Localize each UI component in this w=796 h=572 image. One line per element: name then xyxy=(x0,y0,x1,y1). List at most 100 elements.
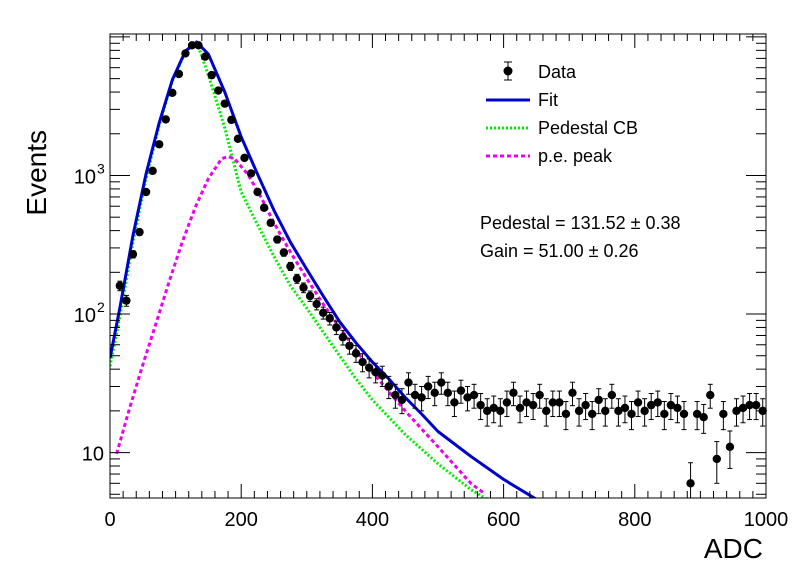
data-point xyxy=(364,358,374,379)
x-axis-title: ADC xyxy=(704,533,763,564)
x-tick-label: 800 xyxy=(618,509,651,531)
data-point xyxy=(679,401,689,431)
legend-label-fit: Fit xyxy=(538,90,558,110)
legend: Data Fit Pedestal CB p.e. peak xyxy=(486,61,638,166)
data-point xyxy=(155,140,164,149)
data-point xyxy=(574,398,584,427)
data-point xyxy=(620,395,630,424)
data-point xyxy=(535,383,544,409)
legend-label-pe: p.e. peak xyxy=(538,146,613,166)
data-point xyxy=(483,398,492,427)
data-point xyxy=(312,298,321,311)
data-point xyxy=(128,250,138,259)
data-point xyxy=(633,390,643,418)
y-tick-label: 10 xyxy=(74,166,96,188)
series-line-fit xyxy=(110,40,538,498)
data-point xyxy=(174,69,184,79)
data-point xyxy=(443,381,453,407)
x-tick-label: 600 xyxy=(487,509,520,531)
x-tick-label: 0 xyxy=(104,509,115,531)
data-point xyxy=(286,261,295,272)
data-point xyxy=(417,385,426,412)
data-point xyxy=(502,390,512,418)
data-point xyxy=(430,381,439,407)
data-point xyxy=(745,393,754,421)
data-point xyxy=(404,372,413,395)
data-point xyxy=(437,372,446,395)
data-point xyxy=(496,398,505,427)
data-point xyxy=(325,311,334,326)
data-point xyxy=(200,52,210,61)
legend-label-pedestal: Pedestal CB xyxy=(538,118,638,138)
gain-annotation: Gain = 51.00 ± 0.26 xyxy=(480,241,639,261)
data-point xyxy=(181,49,190,58)
data-point xyxy=(299,282,308,294)
data-point xyxy=(555,390,564,418)
data-point xyxy=(476,393,485,421)
data-point xyxy=(469,383,479,409)
data-point xyxy=(391,383,400,409)
data-point xyxy=(601,398,610,427)
y-tick-exponent: 2 xyxy=(97,299,105,315)
data-point xyxy=(528,393,538,421)
data-point xyxy=(253,187,262,197)
legend-label-data: Data xyxy=(538,62,577,82)
data-point xyxy=(220,99,229,108)
data-point xyxy=(751,393,761,421)
x-tick-label: 200 xyxy=(225,509,258,531)
data-point xyxy=(732,398,741,427)
pedestal-annotation: Pedestal = 131.52 ± 0.38 xyxy=(480,213,681,233)
data-point xyxy=(423,375,433,400)
data-point xyxy=(719,401,728,431)
data-point xyxy=(141,187,151,197)
data-point xyxy=(699,403,708,434)
data-point xyxy=(207,70,216,80)
data-point xyxy=(351,345,361,363)
data-point xyxy=(614,398,623,427)
data-point xyxy=(450,390,459,418)
y-tick-exponent: 3 xyxy=(97,160,105,176)
data-point xyxy=(515,395,525,424)
data-point xyxy=(227,115,236,125)
data-point xyxy=(607,383,617,409)
data-point xyxy=(384,375,393,400)
y-tick-label: 10 xyxy=(82,444,104,466)
x-tick-label: 1000 xyxy=(744,509,789,531)
data-point xyxy=(115,280,125,292)
y-axis-title: Events xyxy=(21,130,52,216)
data-point xyxy=(259,203,269,212)
data-point xyxy=(187,41,197,50)
data-point xyxy=(548,390,557,418)
data-point xyxy=(397,388,407,415)
data-point xyxy=(122,294,131,307)
data-point xyxy=(266,218,275,228)
data-point xyxy=(168,88,177,98)
data-point xyxy=(135,227,144,237)
data-point xyxy=(666,393,676,421)
data-point xyxy=(568,381,577,407)
data-point xyxy=(647,393,656,421)
data-point xyxy=(246,169,256,178)
data-point xyxy=(148,166,157,176)
data-point xyxy=(463,385,472,412)
data-point xyxy=(627,401,636,431)
data-point xyxy=(292,273,302,284)
y-tick-label: 10 xyxy=(74,305,96,327)
data-point xyxy=(660,401,669,431)
data-point xyxy=(338,329,348,346)
data-point xyxy=(371,362,380,384)
data-point xyxy=(161,115,170,124)
data-point xyxy=(345,337,354,355)
data-point xyxy=(587,401,597,431)
data-point xyxy=(358,353,367,373)
data-point xyxy=(410,383,420,409)
data-point xyxy=(581,393,590,421)
data-point xyxy=(273,235,282,244)
data-point xyxy=(653,390,662,418)
data-point xyxy=(738,395,748,424)
data-point xyxy=(692,401,702,431)
data-point xyxy=(233,134,243,143)
data-point xyxy=(706,383,715,409)
